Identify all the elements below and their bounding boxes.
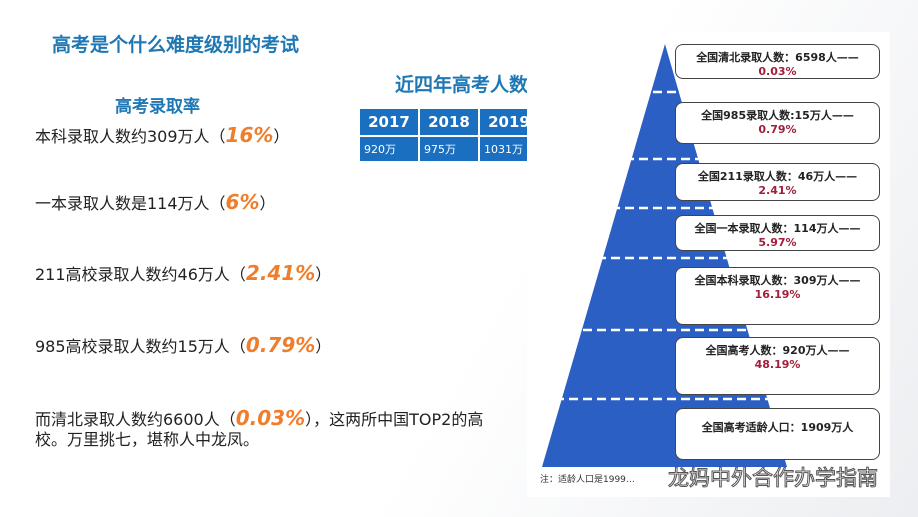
item-suffix: ） (315, 337, 332, 356)
level-label: 全国一本录取人数：114万人—— (694, 222, 861, 235)
pyramid-panel: 全国清北录取人数：6598人—— 0.03% 全国985录取人数:15万人—— 0.7… (527, 32, 890, 497)
pyramid-box: 全国985录取人数:15万人—— 0.79% (675, 102, 880, 144)
level-pct: 16.19% (754, 288, 801, 301)
item: 而清北录取人数约6600人（0.03%），这两所中国TOP2的高校。万里挑七，堪… (35, 408, 485, 450)
item-highlight: 0.03% (235, 406, 306, 430)
item: 985高校录取人数约15万人（0.79%） (35, 335, 485, 357)
item-text: 而清北录取人数约6600人（ (35, 410, 236, 429)
note: 注：适龄人口是1999… (540, 475, 635, 485)
item-text: 985高校录取人数约15万人（ (35, 337, 246, 356)
level-label: 全国高考人数：920万人—— (705, 344, 850, 357)
pyramid-box: 全国高考适龄人口：1909万人 (675, 408, 880, 460)
level-label: 全国985录取人数:15万人—— (701, 109, 854, 122)
item-suffix: ） (273, 127, 290, 146)
header-cell: 2018 (418, 107, 480, 137)
level-pct: 0.79% (758, 123, 797, 136)
header-cell: 2017 (358, 107, 420, 137)
level-label: 全国高考适龄人口：1909万人 (701, 421, 854, 434)
pyramid-box: 全国清北录取人数：6598人—— 0.03% (675, 44, 880, 79)
level-pct: 48.19% (754, 358, 801, 371)
level-label: 全国清北录取人数：6598人—— (696, 51, 859, 64)
pyramid-box: 全国本科录取人数：309万人—— 16.19% (675, 267, 880, 325)
level-label: 全国本科录取人数：309万人—— (694, 274, 861, 287)
cell: 975万 (418, 135, 480, 163)
heading: 高考录取率 (115, 97, 200, 117)
item-suffix: ） (259, 194, 276, 213)
item-suffix: ） (315, 265, 332, 284)
pyramid-box: 全国211录取人数：46万人—— 2.41% (675, 163, 880, 201)
item: 211高校录取人数约46万人（2.41%） (35, 263, 485, 285)
item-text: 一本录取人数是114万人（ (35, 194, 226, 213)
level-label: 全国211录取人数：46万人—— (697, 170, 858, 183)
level-pct: 5.97% (758, 236, 797, 249)
table-title: 近四年高考人数 (395, 74, 529, 96)
dividers (527, 90, 890, 401)
item-text: 211高校录取人数约46万人（ (35, 265, 246, 284)
item-highlight: 2.41% (245, 261, 316, 285)
pyramid-box: 全国一本录取人数：114万人—— 5.97% (675, 215, 880, 251)
cell: 920万 (358, 135, 420, 163)
item-highlight: 16% (225, 123, 274, 147)
item-highlight: 0.79% (245, 333, 316, 357)
level-pct: 2.41% (758, 184, 797, 197)
item-highlight: 6% (225, 190, 260, 214)
title: 高考是个什么难度级别的考试 (52, 34, 300, 56)
level-pct: 0.03% (758, 65, 797, 78)
item-suffix: ），这两所中国TOP2的高校。万里挑七，堪称人中龙凤。 (35, 410, 484, 449)
watermark: 龙妈中外合作办学指南 (668, 466, 879, 491)
pyramid-box: 全国高考人数：920万人—— 48.19% (675, 337, 880, 395)
item: 一本录取人数是114万人（6%） (35, 192, 485, 214)
item-text: 本科录取人数约309万人（ (35, 127, 226, 146)
item: 本科录取人数约309万人（16%） (35, 125, 485, 147)
